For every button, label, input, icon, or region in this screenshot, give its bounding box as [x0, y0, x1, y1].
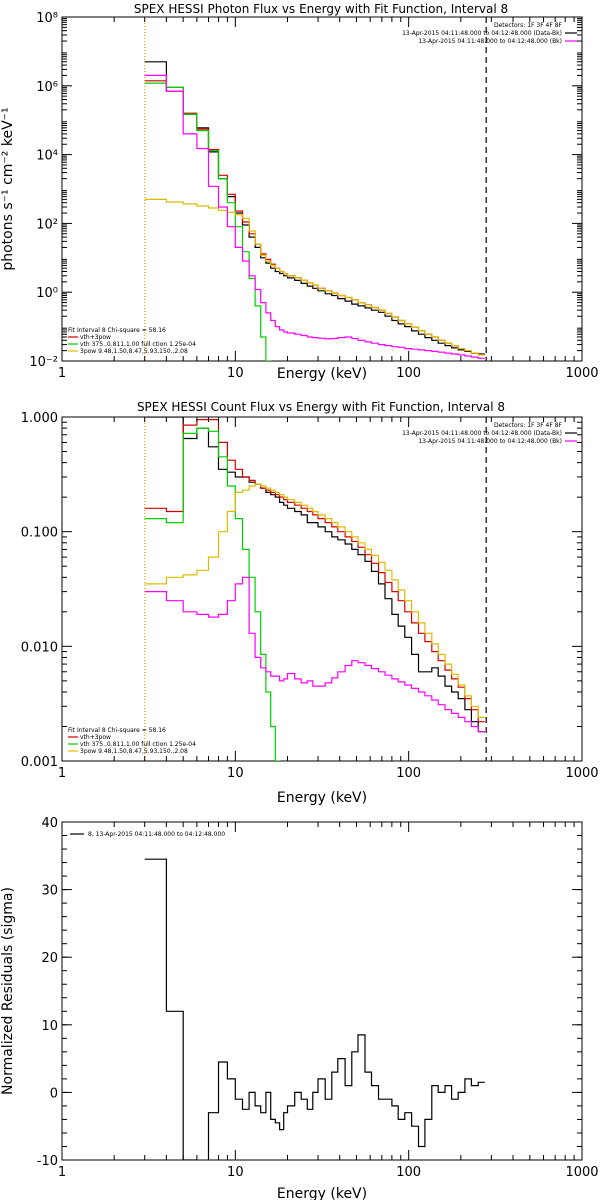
- panel2-legend-tr-entry: 13-Apr-2015 04:11:48.000 to 04:12:48.000…: [402, 430, 562, 437]
- panel3-xlabel: Energy (keV): [277, 1186, 367, 1200]
- panel1-ytick-label: 10⁸: [36, 11, 58, 26]
- panel3-axes: 1 10 100 1000 -10 0 10 20 30 40: [37, 816, 599, 1180]
- panel3-xtick-label: 100: [396, 1165, 421, 1180]
- panel1-xtick-label: 100: [396, 366, 421, 381]
- panel3-ytick-label: 30: [41, 884, 58, 899]
- panel1-legend-bl-entry: 3pow 9.48,1.50,8.47,5.93,150.,2.08: [80, 348, 188, 355]
- panel2-xtick-label: 10: [227, 766, 244, 781]
- panel2-legend-bl-entry: Fit Interval 8 Chi-square = 58.16: [68, 727, 166, 734]
- panel1-ytick-label: 10⁶: [36, 80, 58, 95]
- panel1-xtick-label: 1000: [565, 366, 598, 381]
- panel1-legend-bottom-left: Fit Interval 8 Chi-square = 58.16vth+3po…: [68, 327, 196, 355]
- panel1-series-5: [144, 74, 485, 359]
- panel3-ytick-label: -10: [37, 1154, 58, 1169]
- panel2-xlabel: Energy (keV): [277, 790, 367, 806]
- panel2-xtick-label: 100: [396, 766, 421, 781]
- panel3-xtick-label: 10: [227, 1165, 244, 1180]
- panel1-legend-bl-entry: vth 375.,0.811,1.00 full ction 1.25e-04: [80, 341, 196, 348]
- panel2-ytick-label: 1.000: [21, 411, 58, 426]
- panel1-ytick-label: 10⁰: [36, 286, 58, 301]
- panel3-ytick-label: 40: [41, 816, 58, 831]
- panel3-legend-top-left: 8, 13-Apr-2015 04:11:48.000 to 04:12:48.…: [70, 831, 225, 838]
- panel2-series-5: [144, 576, 485, 733]
- panel3-ytick-label: 10: [41, 1019, 58, 1034]
- count-flux-panel: SPEX HESSI Count Flux vs Energy with Fit…: [21, 400, 599, 806]
- photon-flux-panel: SPEX HESSI Photon Flux vs Energy with Fi…: [0, 2, 599, 382]
- panel1-xtick-label: 10: [227, 366, 244, 381]
- panel2-series-3: [144, 427, 281, 761]
- panel3-series-1: [144, 858, 485, 1160]
- panel1-ylabel: photons s⁻¹ cm⁻² keV⁻¹: [0, 107, 16, 270]
- panel2-plot-frame: [61, 416, 583, 762]
- panel1-xlabel: Energy (keV): [277, 366, 367, 382]
- panel3-plot-frame: [61, 821, 583, 1161]
- panel3-ytick-label: 0: [50, 1086, 58, 1101]
- panel3-ytick-label: 20: [41, 951, 58, 966]
- panel2-xtick-label: 1: [58, 766, 66, 781]
- panel1-plot-frame: [61, 16, 583, 362]
- panel1-ytick-label: 10⁴: [36, 149, 58, 164]
- panel3-ylabel: Normalized Residuals (sigma): [0, 887, 16, 1095]
- residuals-panel: 1 10 100 1000 -10 0 10 20 30 40 Energy (keV) Norm…: [0, 816, 599, 1200]
- panel3-xtick-label: 1000: [565, 1165, 598, 1180]
- panel1-legend-tr-entry: 13-Apr-2015 04:11:48.000 to 04:12:48.000…: [418, 38, 562, 45]
- panel1-series-1: [144, 61, 485, 355]
- panel1-title: SPEX HESSI Photon Flux vs Energy with Fi…: [134, 2, 508, 16]
- panel2-ytick-label: 0.100: [21, 526, 58, 541]
- panel2-legend-tr-entry: Detectors: 1F 3F 4F 8F: [494, 422, 563, 429]
- panel1-legend-bl-entry: vth+3pow: [80, 334, 111, 341]
- panel2-ytick-label: 0.010: [21, 640, 58, 655]
- panel1-ytick-label: 10⁻²: [29, 355, 58, 370]
- panel2-ytick-label: 0.001: [21, 755, 58, 770]
- panel3-legend-tl-entry: 8, 13-Apr-2015 04:11:48.000 to 04:12:48.…: [88, 831, 225, 838]
- panel2-legend-bl-entry: vth 375.,0.811,1.00 full ction 1.25e-04: [80, 741, 196, 748]
- panel1-series-3: [144, 82, 272, 361]
- panel1-legend-tr-entry: Detectors: 1F 3F 4F 8F: [494, 22, 563, 29]
- panel3-xtick-label: 1: [58, 1165, 66, 1180]
- panel1-axes: 1 10 100 1000 10⁻² 10⁰ 10² 10⁴ 10⁶ 10⁸: [29, 11, 598, 381]
- panel2-legend-tr-entry: 13-Apr-2015 04:11:48.000 to 04:12:48.000…: [418, 438, 562, 445]
- panel1-series-2: [144, 80, 485, 356]
- panel2-series-4: [144, 483, 485, 718]
- panel2-legend-bl-entry: vth+3pow: [80, 734, 111, 741]
- panel2-data-area: [144, 417, 487, 761]
- panel1-ytick-label: 10²: [36, 217, 58, 232]
- panel2-axes: 1 10 100 1000 0.001 0.010 0.100 1.000: [21, 411, 599, 781]
- panel1-legend-bl-entry: Fit Interval 8 Chi-square = 58.16: [68, 327, 166, 334]
- panel1-series-4: [144, 198, 485, 356]
- panel2-title: SPEX HESSI Count Flux vs Energy with Fit…: [137, 400, 505, 414]
- panel2-legend-bl-entry: 3pow 9.48,1.50,8.47,5.93,150.,2.08: [80, 748, 188, 755]
- panel1-data-area: [144, 17, 487, 361]
- panel2-series-2: [144, 419, 485, 723]
- panel3-data-area: [144, 858, 485, 1160]
- panel1-legend-tr-entry: 13-Apr-2015 04:11:48.000 to 04:12:48.000…: [402, 30, 562, 37]
- panel1-xtick-label: 1: [58, 366, 66, 381]
- panel2-legend-bottom-left: Fit Interval 8 Chi-square = 58.16vth+3po…: [68, 727, 196, 755]
- panel2-xtick-label: 1000: [565, 766, 598, 781]
